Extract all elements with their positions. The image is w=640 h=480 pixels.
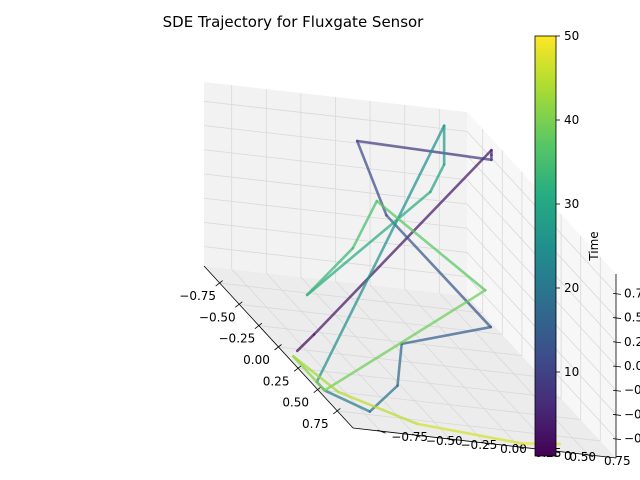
trajectory-segment [385, 214, 493, 329]
z-tick-label: −0.75 [624, 432, 640, 446]
colorbar-tick-label: 20 [564, 281, 579, 295]
grid-line [203, 149, 468, 181]
z-tick [612, 414, 622, 416]
colorbar-tick-label: 50 [564, 29, 579, 43]
colorbar-tick-label: 0 [564, 449, 572, 463]
x-tick-label: 0.00 [243, 353, 270, 367]
x-tick [274, 344, 282, 351]
x-tick [254, 322, 263, 329]
y-tick-label: 0.00 [500, 442, 527, 456]
x-tick-label: 0.50 [282, 396, 309, 410]
z-tick [612, 292, 622, 295]
x-tick [313, 386, 321, 393]
axes-3d: −0.75−0.75−0.75−0.50−0.50−0.50−0.25−0.25… [179, 82, 640, 468]
y-tick [377, 429, 386, 434]
z-tick [612, 365, 622, 368]
colorbar-tick-label: 10 [564, 365, 579, 379]
grid-line [203, 100, 468, 132]
trajectory [291, 124, 562, 446]
y-tick [515, 445, 525, 450]
x-tick-label: 0.75 [302, 417, 329, 431]
grid-line [298, 367, 562, 399]
trajectory-segment [355, 139, 493, 162]
trajectory-segment [295, 333, 316, 353]
z-tick [612, 438, 622, 441]
y-tick [446, 437, 456, 442]
x-tick [235, 301, 243, 308]
z-tick [612, 317, 622, 319]
axis-ticks: −0.75−0.75−0.75−0.50−0.50−0.50−0.25−0.25… [179, 280, 640, 468]
z-tick-label: 0.50 [624, 311, 640, 325]
y-tick [481, 441, 490, 446]
y-tick [585, 453, 594, 458]
trajectory-segment [305, 190, 432, 297]
y-tick [412, 433, 421, 438]
colorbar-gradient [534, 35, 557, 457]
colorbar-tick-label: 30 [564, 197, 579, 211]
grid-line [404, 288, 555, 452]
z-tick-label: −0.50 [624, 407, 640, 421]
z-tick-label: 0.75 [624, 286, 640, 300]
trajectory-segment [400, 325, 493, 346]
trajectory-segment [396, 342, 403, 387]
z-tick-label: 0.25 [624, 335, 640, 349]
trajectory-segment [315, 124, 446, 384]
grid-line [369, 284, 520, 448]
z-tick [612, 341, 622, 344]
z-tick-label: 0.00 [624, 359, 640, 373]
y-tick-label: −0.25 [461, 438, 498, 452]
colorbar-tick-label: 40 [564, 113, 579, 127]
chart-title: SDE Trajectory for Fluxgate Sensor [163, 13, 425, 31]
colorbar: 0 10 20 30 40 50 Time [534, 29, 601, 463]
trajectory-segment [305, 246, 355, 297]
grid-line [439, 292, 589, 456]
z-tick-label: −0.25 [624, 383, 640, 397]
x-tick-label: 0.25 [263, 374, 290, 388]
grid-line [335, 280, 485, 444]
x-tick-label: −0.50 [199, 310, 236, 324]
x-tick-label: −0.75 [179, 289, 216, 303]
colorbar-label: Time [587, 231, 601, 261]
x-tick [333, 408, 341, 415]
colorbar-ticks: 0 10 20 30 40 50 [556, 29, 579, 463]
trajectory-segment [323, 289, 487, 392]
grid-line [337, 410, 601, 442]
trajectory-segment [312, 148, 493, 336]
trajectory-segment [337, 390, 419, 426]
trajectory-segment [416, 422, 524, 445]
x-tick [293, 365, 302, 372]
trajectory-segment [351, 199, 379, 250]
trajectory-segment [323, 389, 372, 413]
z-tick [612, 389, 622, 392]
y-tick-label: 0.50 [569, 450, 596, 464]
x-tick-label: −0.25 [219, 332, 256, 346]
y-tick-label: −0.50 [426, 434, 463, 448]
trajectory-segment [429, 163, 446, 194]
x-tick [215, 280, 223, 287]
trajectory-segment [355, 139, 388, 217]
y-tick-label: −0.75 [391, 430, 428, 444]
trajectory-segment [291, 355, 340, 394]
y-tick-label: 0.75 [604, 454, 631, 468]
trajectory-segment [375, 199, 487, 292]
